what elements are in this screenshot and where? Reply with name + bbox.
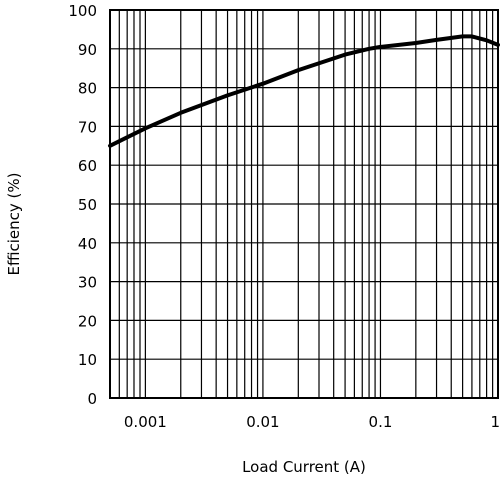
x-tick-label: 0.01 <box>246 413 279 431</box>
y-tick-label: 80 <box>78 80 97 98</box>
efficiency-curve <box>108 34 500 148</box>
y-tick-label: 100 <box>68 2 97 20</box>
x-tick-label: 1 <box>490 413 500 431</box>
y-tick-label: 50 <box>78 196 97 214</box>
y-tick-label: 20 <box>78 312 97 330</box>
y-tick-label: 0 <box>87 390 97 408</box>
y-tick-label: 10 <box>78 351 97 369</box>
y-tick-label: 40 <box>78 235 97 253</box>
y-axis-title: Efficiency (%) <box>5 173 23 276</box>
y-tick-label: 60 <box>78 157 97 175</box>
tick-labels: 0 10 20 30 40 50 60 70 80 90 100 0.001 0.01 0.1 1 <box>68 2 500 431</box>
x-axis-title: Load Current (A) <box>242 458 366 476</box>
x-tick-label: 0.001 <box>124 413 167 431</box>
x-tick-label: 0.1 <box>369 413 393 431</box>
y-tick-label: 30 <box>78 274 97 292</box>
plot-frame <box>109 9 499 399</box>
y-tick-label: 90 <box>78 41 97 59</box>
y-tick-label: 70 <box>78 118 97 136</box>
